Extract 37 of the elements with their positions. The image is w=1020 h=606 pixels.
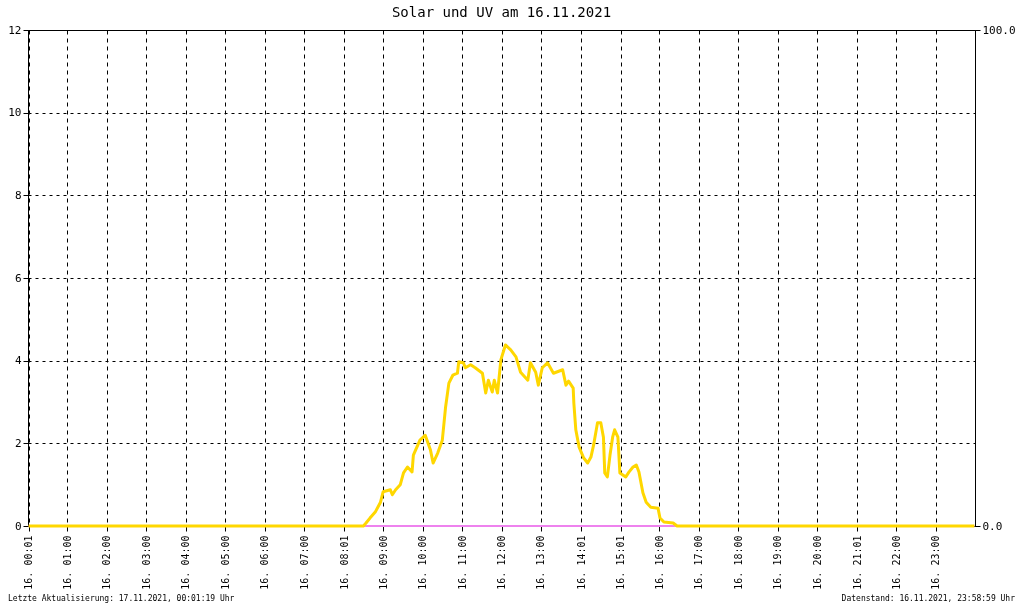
x-tick-label: 16. 01:00: [61, 535, 73, 590]
x-tick-label: 16. 06:00: [259, 535, 271, 590]
y-tick-label: 12: [8, 23, 22, 37]
x-tick-label: 16. 20:00: [811, 535, 823, 590]
x-tick-label: 16. 03:00: [140, 535, 152, 590]
x-tick-label: 16. 17:00: [693, 535, 705, 590]
y-tick-label: 8: [14, 188, 22, 202]
x-tick-label: 16. 11:00: [456, 535, 468, 590]
y2-tick-label: 100.0: [982, 23, 1016, 37]
x-tick-label: 16. 02:00: [101, 535, 113, 590]
y-tick-label: 0: [14, 519, 22, 533]
y-tick-label: 10: [8, 106, 22, 120]
x-tick-label: 16. 00:01: [23, 535, 35, 590]
x-tick-label: 16. 14:01: [575, 535, 587, 590]
line-series: [27, 343, 976, 528]
chart-title: Solar und UV am 16.11.2021: [391, 4, 612, 20]
x-tick-label: 16. 09:00: [377, 535, 389, 590]
x-tick-label: 16. 18:00: [732, 535, 744, 590]
x-tick-label: 16. 07:00: [298, 535, 310, 590]
x-tick-label: 16. 05:00: [219, 535, 231, 590]
x-tick-label: 16. 10:00: [417, 535, 429, 590]
y-tick-label: 2: [14, 436, 22, 450]
x-tick-label: 16. 04:00: [180, 535, 192, 590]
x-tick-label: 16. 16:00: [653, 535, 665, 590]
x-tick-label: 16. 23:00: [930, 535, 942, 590]
x-tick-label: 16. 08:01: [338, 535, 350, 590]
y-tick-label: 4: [14, 354, 22, 368]
x-tick-label: 16. 19:00: [772, 535, 784, 590]
x-tick-label: 16. 13:00: [535, 535, 547, 590]
x-tick-label: 16. 12:00: [496, 535, 507, 590]
text: Datenstand: 16.11.2021, 23:58:59 Uhr: [841, 594, 1016, 603]
text: Letzte Aktualisierung: 17.11.2021, 00:01:19 Uhr: [8, 594, 235, 603]
y-tick-label: 6: [14, 271, 22, 285]
x-tick-label: 16. 15:01: [615, 535, 627, 590]
x-tick-label: 16. 22:00: [890, 535, 902, 590]
y2-tick-label: 0.0: [982, 519, 1003, 533]
x-tick-label: 16. 21:01: [851, 535, 863, 590]
